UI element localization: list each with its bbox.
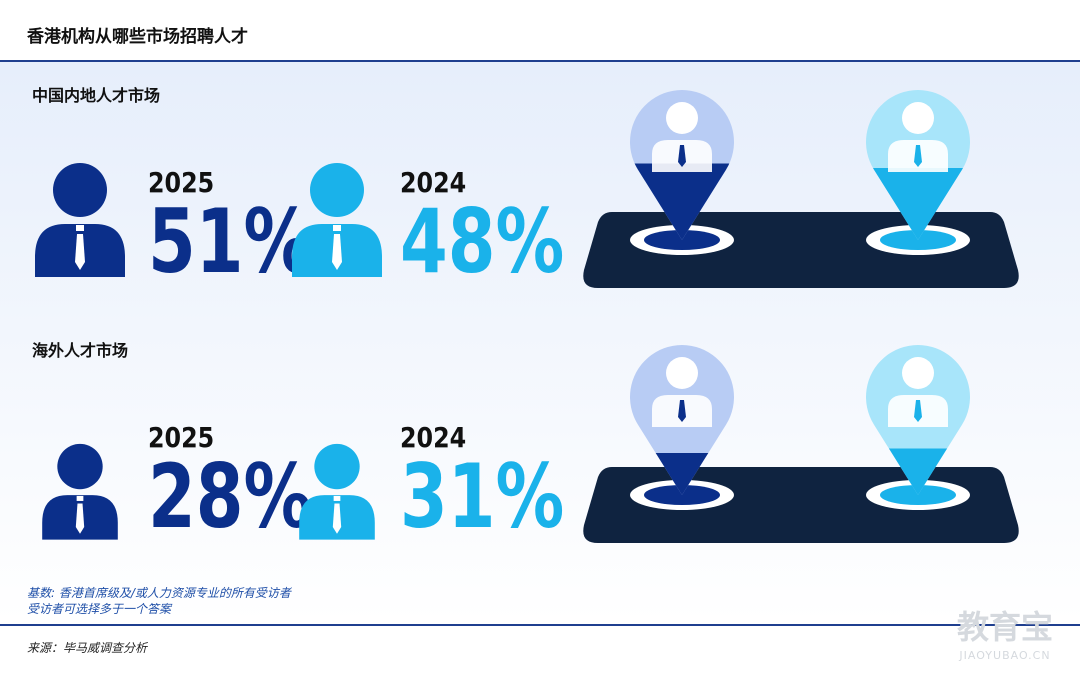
person-head: [310, 163, 364, 217]
section-label: 中国内地人才市场: [32, 86, 160, 105]
pin-person-head: [666, 102, 698, 134]
value-label: 51%: [148, 191, 312, 294]
title: 香港机构从哪些市场招聘人才: [27, 26, 248, 47]
year-label: 2024: [400, 167, 466, 199]
pin-person: [888, 102, 948, 172]
section-label: 海外人才市场: [32, 341, 128, 360]
pin-person-head: [666, 357, 698, 389]
pin-person-tie: [678, 145, 686, 167]
person-tie: [75, 234, 85, 270]
pin-person: [652, 102, 712, 172]
source: 来源：毕马威调查分析: [27, 641, 149, 655]
person-tie: [332, 234, 342, 270]
person-icon: [292, 163, 382, 277]
year-label: 2025: [148, 422, 214, 454]
year-label: 2024: [400, 422, 466, 454]
pin-person-tie: [914, 400, 922, 422]
person-head: [314, 443, 360, 490]
person-head: [53, 163, 107, 217]
value-label: 31%: [400, 446, 564, 549]
watermark-brand: 教育宝: [957, 608, 1053, 646]
person-icon: [42, 443, 118, 540]
person-tie-knot: [76, 495, 84, 501]
year-label: 2025: [148, 167, 214, 199]
person-tie-knot: [333, 495, 341, 501]
person-tie-knot: [333, 225, 341, 231]
value-label: 48%: [400, 191, 564, 294]
watermark-url: JIAOYUBAO.CN: [958, 649, 1050, 662]
pin-person-tie: [678, 400, 686, 422]
content: 中国内地人才市场202551%202448%海外人才市场202528%20243…: [32, 86, 1019, 548]
pin-person-tie: [914, 145, 922, 167]
person-head: [57, 443, 103, 490]
pin-person: [888, 357, 948, 427]
note: 受访者可选择多于一个答案: [27, 602, 173, 616]
value-label: 28%: [148, 446, 312, 549]
person-icon: [299, 443, 375, 540]
person-tie: [75, 503, 85, 534]
pin-person-head: [902, 357, 934, 389]
note: 基数: 香港首席级及/或人力资源专业的所有受访者: [27, 586, 293, 600]
person-tie-knot: [76, 225, 84, 231]
person-tie: [332, 503, 342, 534]
pin-person: [652, 357, 712, 427]
person-icon: [35, 163, 125, 277]
pin-person-head: [902, 102, 934, 134]
